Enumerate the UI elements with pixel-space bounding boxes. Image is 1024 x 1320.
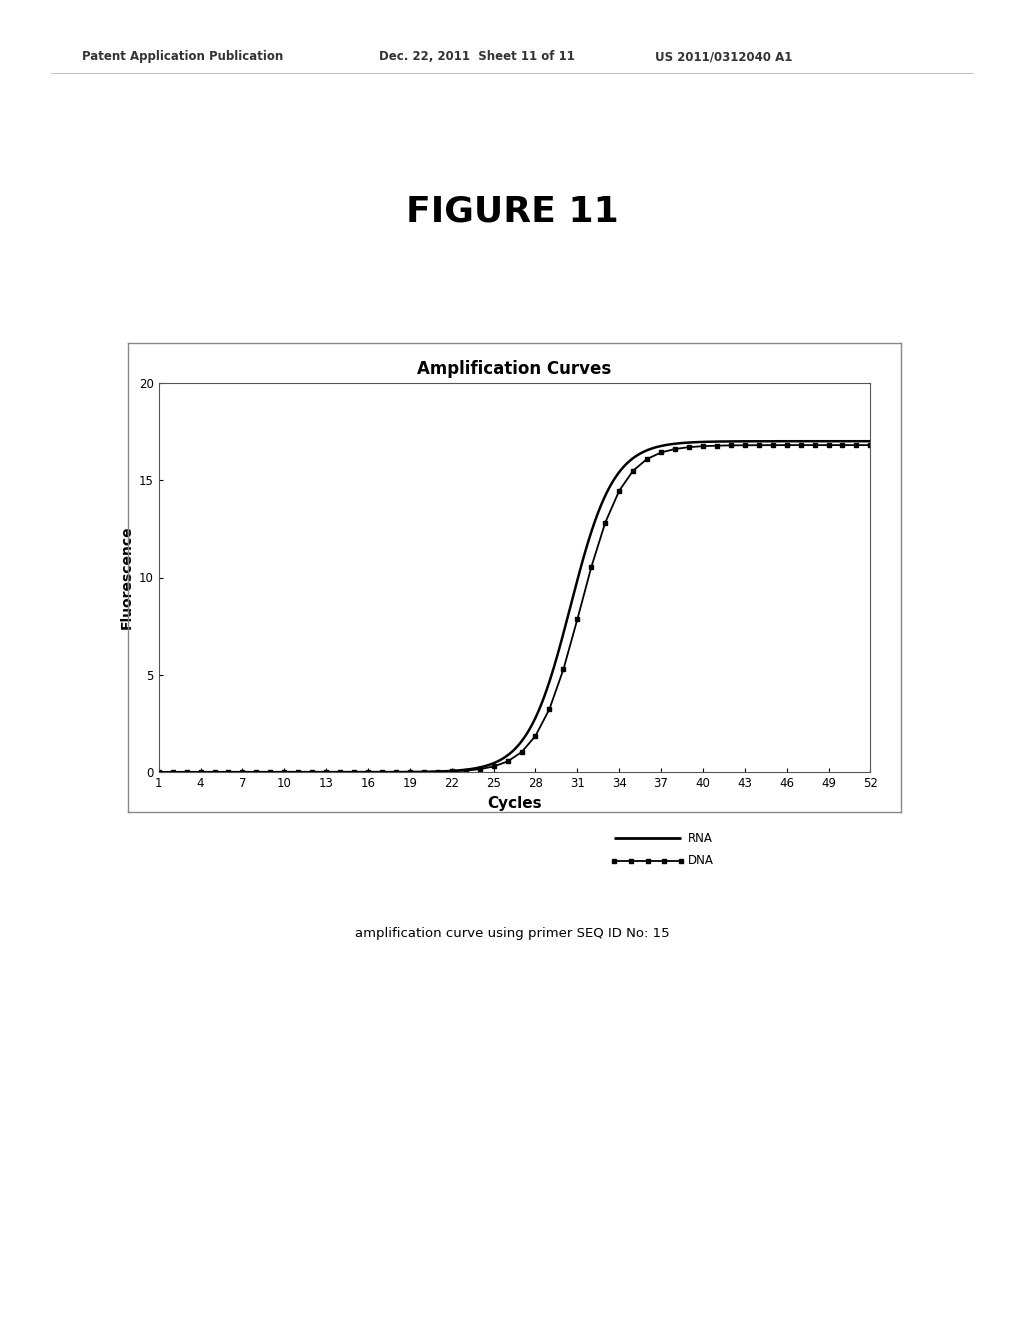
Text: amplification curve using primer SEQ ID No: 15: amplification curve using primer SEQ ID …	[354, 927, 670, 940]
Title: Amplification Curves: Amplification Curves	[418, 360, 611, 379]
Text: Patent Application Publication: Patent Application Publication	[82, 50, 284, 63]
Text: DNA: DNA	[688, 854, 714, 867]
Text: Dec. 22, 2011  Sheet 11 of 11: Dec. 22, 2011 Sheet 11 of 11	[379, 50, 574, 63]
Y-axis label: Fluorescence: Fluorescence	[120, 525, 133, 630]
X-axis label: Cycles: Cycles	[487, 796, 542, 810]
Text: RNA: RNA	[688, 832, 713, 845]
Text: US 2011/0312040 A1: US 2011/0312040 A1	[655, 50, 793, 63]
Text: FIGURE 11: FIGURE 11	[406, 194, 618, 228]
